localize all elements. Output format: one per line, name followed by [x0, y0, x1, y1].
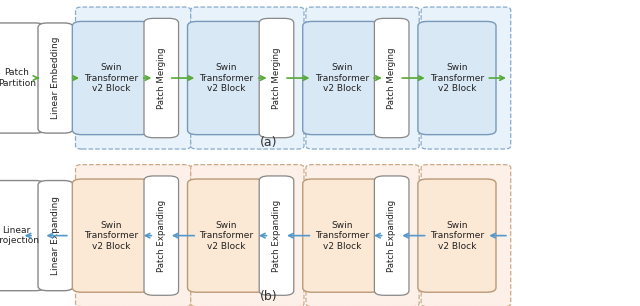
FancyBboxPatch shape	[306, 165, 419, 306]
Text: Swin
Transformer
v2 Block: Swin Transformer v2 Block	[315, 221, 369, 251]
FancyBboxPatch shape	[306, 7, 419, 149]
Text: Patch Expanding: Patch Expanding	[387, 200, 396, 272]
FancyBboxPatch shape	[38, 181, 74, 291]
FancyBboxPatch shape	[72, 21, 150, 135]
FancyBboxPatch shape	[144, 18, 179, 138]
Text: Linear Embedding: Linear Embedding	[51, 37, 60, 119]
Text: Patch
Partition: Patch Partition	[0, 68, 36, 88]
FancyBboxPatch shape	[76, 165, 191, 306]
FancyBboxPatch shape	[303, 179, 381, 292]
FancyBboxPatch shape	[191, 7, 304, 149]
FancyBboxPatch shape	[72, 179, 150, 292]
Text: Swin
Transformer
v2 Block: Swin Transformer v2 Block	[430, 221, 484, 251]
FancyBboxPatch shape	[38, 23, 74, 133]
FancyBboxPatch shape	[421, 165, 511, 306]
FancyBboxPatch shape	[374, 176, 409, 295]
Text: Patch Merging: Patch Merging	[272, 47, 281, 109]
Text: Patch Expanding: Patch Expanding	[272, 200, 281, 272]
FancyBboxPatch shape	[188, 179, 266, 292]
Text: Patch Merging: Patch Merging	[387, 47, 396, 109]
FancyBboxPatch shape	[188, 21, 266, 135]
Text: Patch Expanding: Patch Expanding	[157, 200, 166, 272]
Text: Swin
Transformer
v2 Block: Swin Transformer v2 Block	[200, 221, 253, 251]
Text: Patch Merging: Patch Merging	[157, 47, 166, 109]
Text: Linear
Projection: Linear Projection	[0, 226, 39, 245]
FancyBboxPatch shape	[421, 7, 511, 149]
FancyBboxPatch shape	[259, 176, 294, 295]
FancyBboxPatch shape	[303, 21, 381, 135]
Text: Swin
Transformer
v2 Block: Swin Transformer v2 Block	[430, 63, 484, 93]
FancyBboxPatch shape	[144, 176, 179, 295]
Text: Swin
Transformer
v2 Block: Swin Transformer v2 Block	[84, 63, 138, 93]
FancyBboxPatch shape	[418, 21, 496, 135]
Text: Linear Expanding: Linear Expanding	[51, 196, 60, 275]
Text: Swin
Transformer
v2 Block: Swin Transformer v2 Block	[84, 221, 138, 251]
Text: Swin
Transformer
v2 Block: Swin Transformer v2 Block	[315, 63, 369, 93]
FancyBboxPatch shape	[0, 23, 45, 133]
FancyBboxPatch shape	[191, 165, 304, 306]
FancyBboxPatch shape	[76, 7, 191, 149]
Text: (a): (a)	[260, 136, 278, 149]
FancyBboxPatch shape	[0, 181, 45, 291]
Text: Swin
Transformer
v2 Block: Swin Transformer v2 Block	[200, 63, 253, 93]
FancyBboxPatch shape	[418, 179, 496, 292]
FancyBboxPatch shape	[374, 18, 409, 138]
Text: (b): (b)	[260, 290, 278, 303]
FancyBboxPatch shape	[259, 18, 294, 138]
